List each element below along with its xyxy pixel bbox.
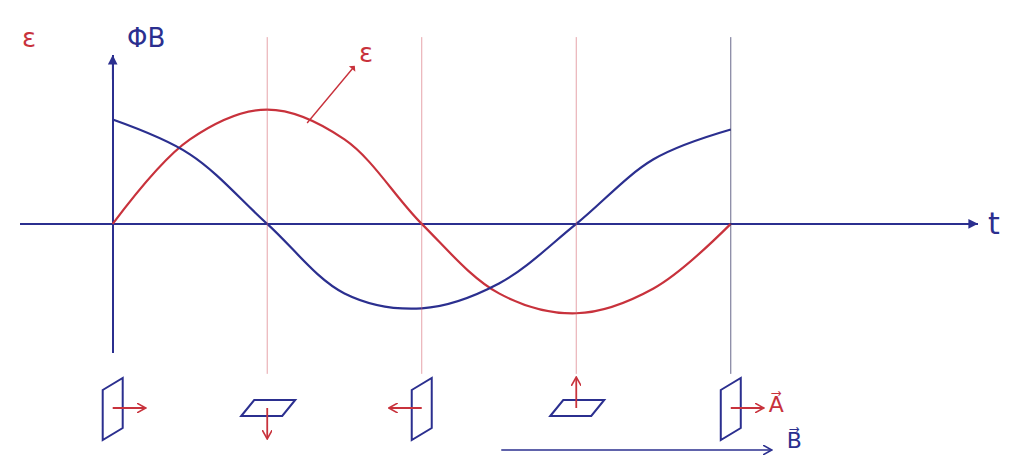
svg-text:ΦB: ΦB	[127, 23, 165, 53]
svg-text:ε: ε	[359, 38, 373, 68]
svg-text:A⃗: A⃗	[769, 391, 784, 417]
svg-text:B⃗: B⃗	[787, 427, 802, 453]
svg-text:t: t	[988, 206, 1000, 241]
svg-text:ε: ε	[22, 23, 36, 53]
